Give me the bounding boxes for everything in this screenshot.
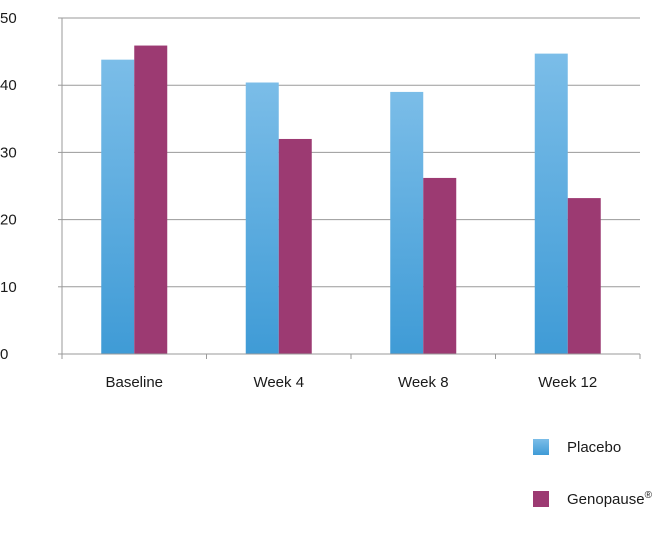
bar-chart: 0 10 20 30 40 50 Baseline Week 4 Week 8 Week 12 — [0, 10, 641, 391]
legend: Placebo Genopause® — [533, 436, 668, 540]
x-tick-label-week-4: Week 4 — [253, 374, 304, 391]
x-tick-label-baseline: Baseline — [105, 374, 163, 391]
legend-item-placebo: Placebo — [533, 436, 668, 458]
legend-swatch-placebo — [533, 439, 549, 455]
bar-genopause-week-12 — [567, 198, 601, 354]
bar-genopause-week-8 — [423, 177, 457, 354]
y-tick-label-40: 40 — [0, 77, 17, 94]
x-axis — [61, 353, 641, 359]
registered-mark: ® — [644, 490, 652, 501]
legend-label-genopause: Genopause® — [567, 490, 652, 508]
legend-label-genopause-text: Genopause — [567, 491, 645, 508]
bars — [101, 45, 601, 355]
bar-placebo-week-8 — [390, 91, 424, 355]
y-axis-ticks: 0 10 20 30 40 50 — [0, 10, 63, 363]
y-tick-label-50: 50 — [0, 10, 17, 27]
y-tick-label-0: 0 — [0, 346, 8, 363]
bar-placebo-baseline — [101, 59, 135, 354]
legend-swatch-genopause — [533, 491, 549, 507]
bar-placebo-week-12 — [534, 53, 568, 355]
y-tick-label-20: 20 — [0, 212, 17, 229]
bar-genopause-week-4 — [278, 138, 312, 354]
legend-label-placebo: Placebo — [567, 438, 622, 456]
bar-genopause-baseline — [134, 45, 168, 354]
y-tick-label-10: 10 — [0, 279, 17, 296]
bar-placebo-week-4 — [245, 82, 279, 355]
legend-item-genopause: Genopause® — [533, 488, 668, 510]
x-axis-labels: Baseline Week 4 Week 8 Week 12 — [105, 374, 597, 391]
x-tick-label-week-8: Week 8 — [398, 374, 449, 391]
y-tick-label-30: 30 — [0, 144, 17, 161]
x-tick-label-week-12: Week 12 — [538, 374, 597, 391]
